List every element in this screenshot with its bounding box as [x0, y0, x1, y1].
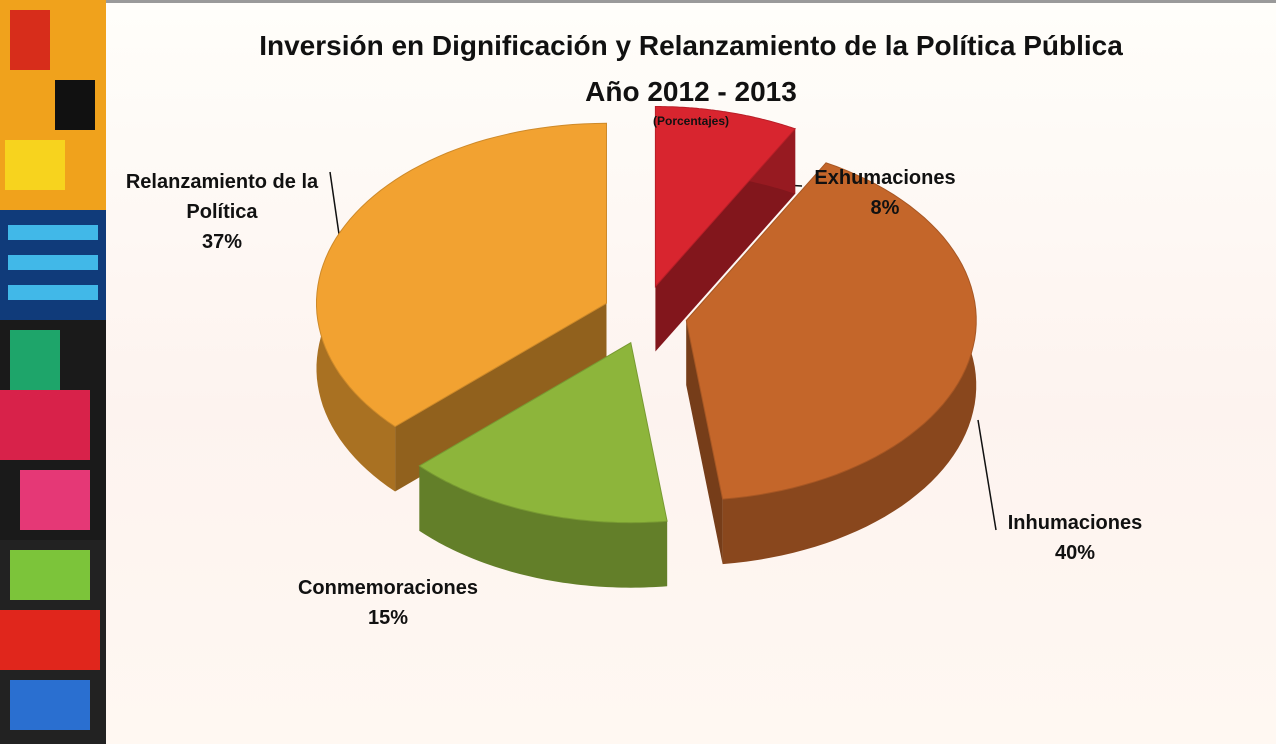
pie-slice	[316, 122, 607, 428]
category-label: Exhumaciones	[814, 167, 956, 189]
chart-note: (Porcentajes)	[652, 114, 730, 128]
value-label: 40%	[1054, 542, 1096, 564]
slice-wall	[419, 465, 668, 588]
value-label: 37%	[201, 231, 243, 253]
decorative-strip	[0, 0, 106, 744]
category-label: Inhumaciones	[1007, 512, 1143, 534]
value-label: 15%	[367, 607, 409, 629]
slice-label: Relanzamiento de la Política 37%	[107, 167, 337, 257]
value-label: 8%	[870, 197, 900, 219]
slice-label: Inhumaciones 40%	[960, 508, 1190, 568]
category-label: Conmemoraciones	[297, 577, 479, 599]
top-rule	[106, 0, 1276, 3]
slice-label: Conmemoraciones 15%	[273, 573, 503, 633]
chart-title: Inversión en Dignificación y Relanzamien…	[259, 30, 1123, 61]
slice-label: Exhumaciones 8%	[770, 163, 1000, 223]
category-label: Relanzamiento de la Política	[125, 171, 319, 223]
slice-side	[655, 128, 796, 352]
pie-slice	[685, 162, 977, 500]
slice-side	[686, 320, 723, 565]
pie-slice	[654, 106, 797, 288]
slice-side	[395, 303, 607, 492]
pie-slice	[418, 341, 668, 524]
chart-subtitle: Año 2012 - 2013	[585, 76, 797, 107]
leader-line	[977, 419, 997, 531]
